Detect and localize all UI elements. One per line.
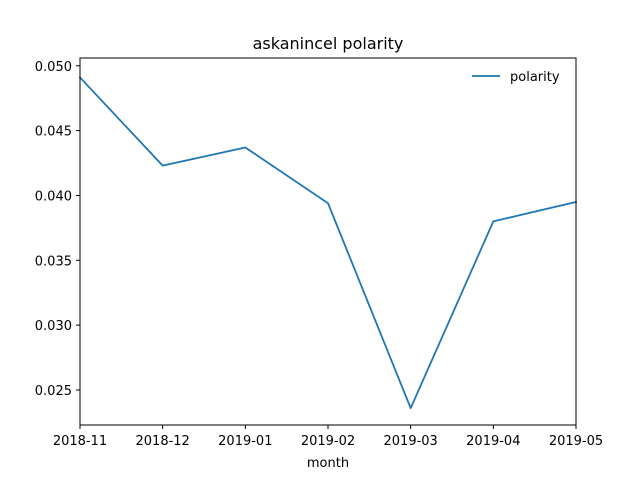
legend-label: polarity	[510, 70, 560, 85]
x-axis-title: month	[307, 456, 349, 471]
axes: 2018-11 2018-12 2019-01 2019-02 2019-03 2019-…	[35, 57, 603, 449]
y-tick-label: 0.030	[35, 319, 72, 334]
y-tick-label: 0.035	[35, 254, 72, 269]
x-tick-label: 2019-01	[218, 434, 272, 449]
y-tick-label: 0.045	[35, 125, 72, 140]
x-tick-label: 2019-05	[549, 434, 603, 449]
x-tick-label: 2019-02	[301, 434, 355, 449]
plot-area	[78, 76, 578, 410]
x-tick-label: 2018-11	[53, 434, 107, 449]
x-tick-label: 2018-12	[136, 434, 190, 449]
y-tick-label: 0.050	[35, 60, 72, 75]
x-tick-label: 2019-03	[384, 434, 438, 449]
legend: polarity	[462, 64, 568, 90]
x-tick-label: 2019-04	[466, 434, 520, 449]
legend-box	[462, 64, 568, 90]
y-tick-label: 0.040	[35, 189, 72, 204]
series-line-polarity	[78, 76, 578, 410]
y-tick-label: 0.025	[35, 384, 72, 399]
chart-title: askanincel polarity	[253, 34, 404, 53]
